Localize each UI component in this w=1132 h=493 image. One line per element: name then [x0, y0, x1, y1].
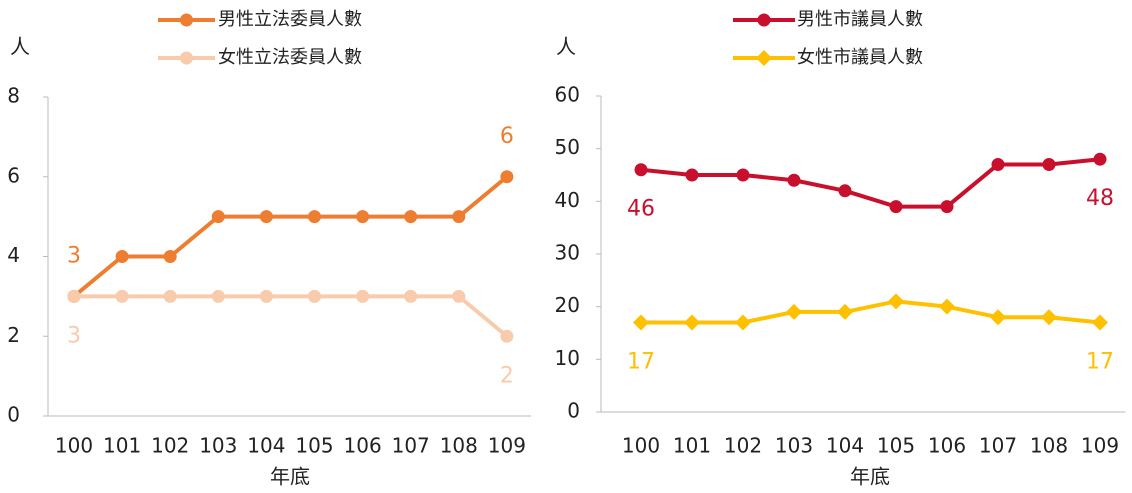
x-tick-label: 104 [247, 434, 285, 458]
point [685, 168, 699, 182]
point [888, 293, 904, 310]
x-tick-label: 101 [673, 434, 711, 458]
series-line [641, 299, 1101, 325]
legend-marker [756, 50, 772, 66]
x-tick-label: 102 [724, 434, 762, 458]
series-line [72, 175, 509, 298]
data-label: 48 [1086, 186, 1114, 211]
x-tick-label: 104 [826, 434, 864, 458]
y-tick-label: 10 [555, 346, 580, 370]
data-label: 3 [67, 243, 81, 268]
point [1092, 314, 1108, 331]
y-tick-label: 50 [555, 135, 580, 159]
x-axis-label: 年底 [270, 465, 310, 489]
point [308, 289, 321, 303]
x-tick-label: 101 [103, 434, 141, 458]
y-axis-label: 人 [10, 35, 30, 59]
legend-marker [757, 13, 771, 27]
legend-label: 女性立法委員人數 [218, 47, 362, 68]
point [356, 210, 370, 224]
point [736, 168, 750, 182]
x-tick-label: 103 [199, 434, 237, 458]
x-tick-label: 100 [55, 434, 93, 458]
data-label: 2 [500, 363, 514, 388]
point [990, 309, 1006, 326]
x-tick-label: 106 [928, 434, 966, 458]
point [500, 170, 514, 184]
data-label: 3 [67, 323, 81, 348]
point [211, 210, 225, 224]
x-tick-label: 109 [488, 434, 526, 458]
y-tick-label: 30 [555, 241, 580, 265]
point [259, 210, 273, 224]
point [1041, 309, 1057, 326]
y-tick-label: 8 [7, 84, 20, 108]
legend-label: 男性市議員人數 [797, 9, 923, 30]
x-tick-label: 103 [775, 434, 813, 458]
x-tick-label: 105 [877, 434, 915, 458]
point [163, 250, 177, 263]
point [404, 210, 418, 224]
legend-label: 男性立法委員人數 [218, 9, 362, 30]
x-tick-label: 107 [392, 434, 430, 458]
y-axis-label: 人 [556, 35, 576, 59]
point [452, 210, 466, 224]
data-label: 46 [627, 197, 655, 222]
point [684, 314, 700, 331]
point [838, 184, 852, 198]
point [404, 289, 418, 303]
point [1042, 157, 1056, 171]
legend-marker [180, 51, 193, 65]
point [1093, 152, 1107, 166]
point [211, 289, 225, 303]
y-tick-label: 40 [555, 188, 580, 212]
point [115, 250, 129, 263]
point [452, 289, 466, 303]
x-tick-label: 107 [979, 434, 1017, 458]
point [735, 314, 751, 331]
point [500, 329, 514, 343]
point [787, 173, 801, 187]
y-tick-label: 20 [555, 293, 580, 317]
x-tick-label: 100 [622, 434, 660, 458]
x-tick-label: 106 [344, 434, 382, 458]
x-tick-label: 108 [1030, 434, 1068, 458]
legend-marker [180, 13, 193, 27]
y-tick-label: 60 [555, 83, 580, 107]
y-tick-label: 6 [7, 163, 20, 187]
point [115, 289, 129, 303]
data-label: 6 [500, 124, 514, 149]
point [634, 163, 648, 177]
x-tick-label: 102 [151, 434, 189, 458]
point [940, 200, 954, 214]
x-tick-label: 109 [1081, 434, 1119, 458]
y-tick-label: 4 [7, 243, 20, 267]
x-tick-label: 108 [440, 434, 478, 458]
point [991, 157, 1005, 171]
series-line [74, 294, 509, 338]
point [308, 210, 321, 224]
x-axis-label: 年底 [850, 465, 890, 489]
data-label: 17 [627, 349, 655, 374]
y-tick-label: 2 [7, 323, 20, 347]
point [356, 289, 370, 303]
legend-label: 女性市議員人數 [797, 47, 923, 68]
point [889, 200, 903, 214]
y-tick-label: 0 [567, 399, 580, 423]
point [163, 289, 177, 303]
point [786, 303, 802, 320]
y-tick-label: 0 [7, 403, 20, 427]
series-line [640, 157, 1101, 209]
data-label: 17 [1086, 349, 1114, 374]
point [259, 289, 273, 303]
point [633, 314, 649, 331]
point [939, 298, 955, 315]
point [837, 303, 853, 320]
point [67, 289, 81, 303]
x-tick-label: 105 [295, 434, 333, 458]
